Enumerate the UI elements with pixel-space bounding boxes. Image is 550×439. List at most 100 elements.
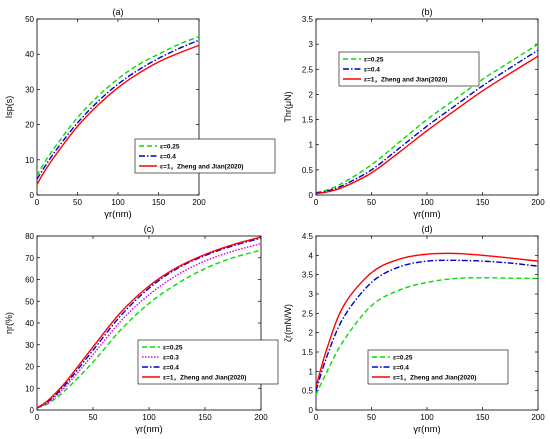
y-tick-label: 20 [25,363,34,372]
y-tick-label: 3 [309,290,314,299]
legend: ε=0.25 ε=0.3 ε=0.4 ε=1，Zheng and Jian(2020) [137,339,279,385]
series-line [36,236,262,409]
y-tick-label: 0.5 [302,387,314,396]
legend: ε=0.25 ε=0.4 ε=1，Zheng and Jian(2020) [134,138,276,174]
chart-panel-d: (d) 0 50 100 150 200 0 0.5 1 1.5 2 2.5 3 3.5 4 4.5 γr(nm… [283,224,545,435]
legend-label: ε=0.25 [364,57,384,64]
legend-label: ε=0.4 [393,365,409,372]
y-tick-label: 1.5 [302,348,314,357]
x-tick-label: 50 [367,413,376,422]
y-axis-label: ηr(%) [4,312,14,334]
chart-title: (b) [422,7,433,17]
y-tick-label: 10 [25,384,34,393]
legend-label: ε=0.3 [163,355,179,362]
y-tick-label: 0 [309,191,314,200]
y-tick-label: 3.5 [302,271,314,280]
y-tick-label: 0 [30,406,35,415]
y-tick-label: 20 [25,121,34,130]
plot-area [315,18,539,196]
y-tick-label: 1.5 [302,116,314,125]
x-tick-label: 150 [476,413,490,422]
series-line [36,44,200,185]
legend-label: ε=0.4 [364,67,380,74]
y-tick-label: 0 [309,406,314,415]
y-tick-label: 2.5 [302,65,314,74]
x-axis-label: γr(nm) [413,424,440,435]
series-line [315,49,539,194]
y-tick-label: 0 [30,191,35,200]
y-tick-label: 50 [25,15,34,24]
legend-label: ε=1，Zheng and Jian(2020) [364,77,447,84]
x-tick-label: 50 [73,198,82,207]
legend-box [134,138,276,174]
y-tick-label: 10 [25,156,34,165]
series-line [36,35,200,176]
chart-title: (c) [144,224,155,234]
x-axis-label: γr(nm) [104,209,131,220]
x-tick-label: 100 [111,198,125,207]
y-tick-label: 4.5 [302,232,314,241]
x-tick-label: 0 [314,413,319,422]
y-axis-label: Isp(s) [4,96,14,119]
x-tick-label: 200 [192,198,206,207]
y-tick-label: 0.5 [302,166,314,175]
x-axis-label: γr(nm) [135,424,162,435]
legend: ε=0.25 ε=0.4 ε=1，Zheng and Jian(2020) [367,349,509,385]
legend-box [338,51,480,87]
y-tick-label: 30 [25,341,34,350]
y-tick-label: 50 [25,297,34,306]
x-tick-label: 0 [35,413,40,422]
x-tick-label: 200 [531,198,545,207]
x-axis-label: γr(nm) [413,209,440,220]
legend-label: ε=1，Zheng and Jian(2020) [163,375,246,382]
x-tick-label: 0 [35,198,40,207]
x-tick-label: 50 [89,413,98,422]
y-tick-label: 60 [25,276,34,285]
y-axis-label: Thr(μN) [283,91,293,122]
legend-label: ε=1，Zheng and Jian(2020) [393,375,476,382]
series-line [36,39,200,180]
y-tick-label: 3.5 [302,15,314,24]
y-tick-label: 1 [309,367,314,376]
x-tick-label: 150 [152,198,166,207]
x-tick-label: 200 [531,413,545,422]
legend-label: ε=0.25 [160,144,180,151]
y-axis-label: ζr(mN/W) [283,304,293,342]
y-tick-label: 2 [309,329,314,338]
chart-panel-c: (c) 0 50 100 150 200 0 10 20 30 40 50 60 70 80 γr(nm) ηr… [4,224,279,435]
chart-title: (d) [422,224,433,234]
legend-label: ε=0.4 [160,154,176,161]
chart-panel-b: (b) 0 50 100 150 200 0 0.5 1 1.5 2 2.5 3 3.5 γr(nm) Thr… [283,7,545,220]
series-line [315,277,539,395]
y-tick-label: 30 [25,85,34,94]
legend-label: ε=0.25 [393,355,413,362]
x-tick-label: 150 [198,413,212,422]
y-tick-label: 2.5 [302,309,314,318]
series-line [315,43,539,194]
y-tick-label: 4 [309,251,314,260]
x-tick-label: 100 [420,198,434,207]
y-tick-label: 3 [309,40,314,49]
series-line [315,259,539,391]
x-tick-label: 150 [476,198,490,207]
y-tick-label: 70 [25,254,34,263]
y-tick-label: 2 [309,90,314,99]
x-tick-label: 50 [367,198,376,207]
series-line [36,237,262,409]
series-line [36,249,262,409]
y-tick-label: 1 [309,141,314,150]
y-tick-label: 80 [25,232,34,241]
chart-title: (a) [113,7,124,17]
legend-box [367,349,509,385]
chart-panel-a: (a) 0 50 100 150 200 0 10 20 30 40 50 γr(nm) Isp(s) ε=… [4,7,276,220]
x-tick-label: 0 [314,198,319,207]
x-tick-label: 200 [254,413,268,422]
y-tick-label: 40 [25,50,34,59]
x-tick-label: 100 [420,413,434,422]
legend-box [137,339,279,385]
series-line [315,252,539,387]
y-tick-label: 40 [25,319,34,328]
legend-label: ε=1，Zheng and Jian(2020) [160,164,243,171]
legend: ε=0.25 ε=0.4 ε=1，Zheng and Jian(2020) [338,51,480,87]
legend-label: ε=0.4 [163,365,179,372]
